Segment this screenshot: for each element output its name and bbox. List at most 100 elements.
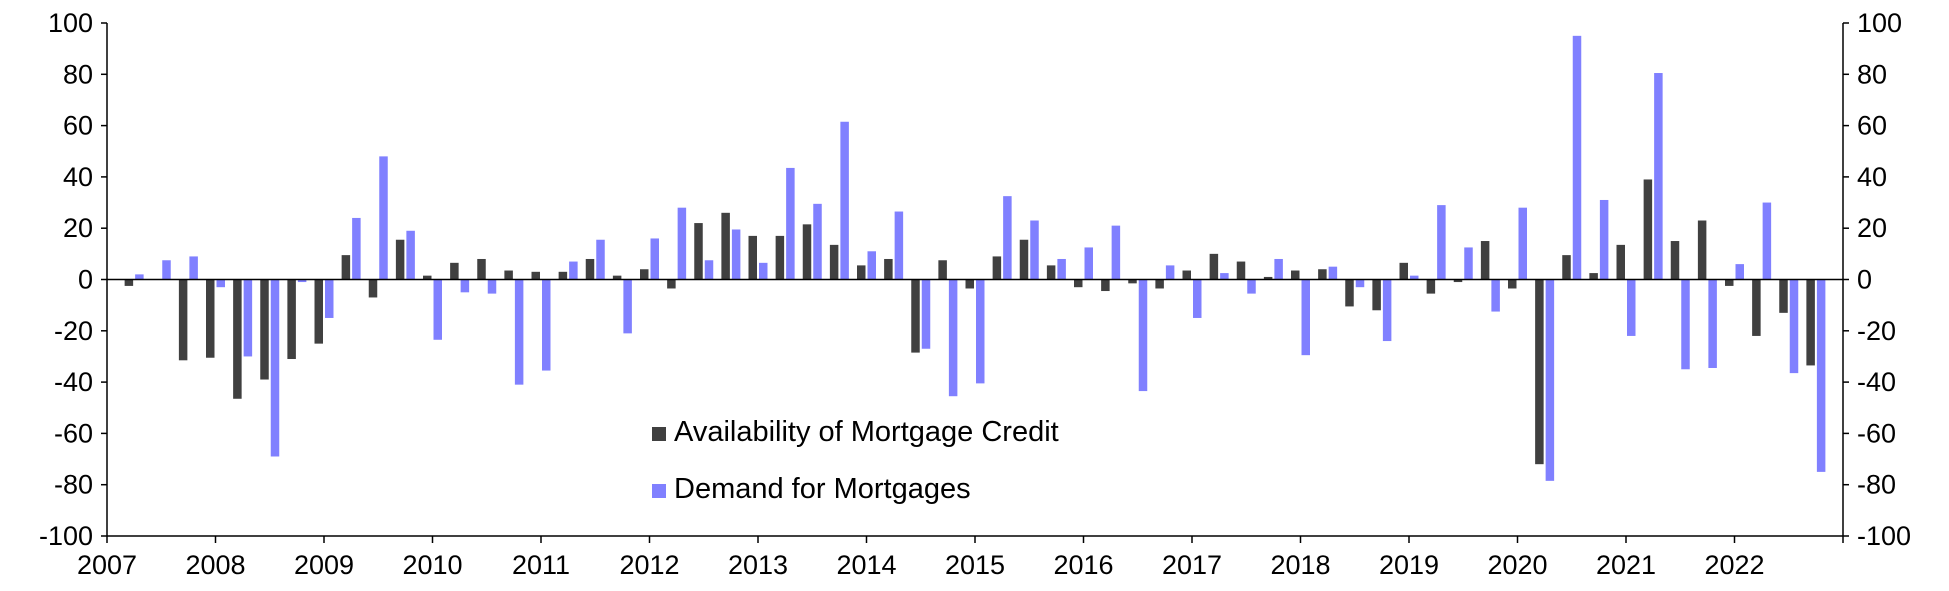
availability-bar [450, 262, 459, 280]
demand-bar [650, 238, 659, 280]
demand-bar [786, 167, 795, 280]
right-y-tick-label: 0 [1857, 265, 1872, 295]
x-tick-label: 2014 [836, 550, 896, 580]
demand-bar [325, 279, 334, 318]
demand-bar [1735, 264, 1744, 280]
demand-bar [1599, 199, 1609, 280]
demand-bar [1111, 225, 1121, 280]
demand-bar [542, 279, 551, 371]
availability-bar [694, 223, 703, 280]
availability-bar [748, 235, 757, 280]
availability-bar [884, 258, 893, 280]
x-tick-label: 2016 [1053, 550, 1113, 580]
demand-bar [840, 121, 849, 280]
demand-bar [1518, 207, 1527, 280]
demand-bar [731, 229, 741, 280]
demand-bar [704, 260, 714, 280]
x-tick-label: 2008 [185, 550, 245, 580]
demand-bar [894, 211, 904, 280]
availability-bar [206, 279, 215, 358]
availability-bar [802, 224, 812, 280]
x-tick-label: 2015 [945, 550, 1005, 580]
demand-bar [1410, 275, 1419, 280]
demand-bar [1816, 279, 1826, 472]
demand-bar [677, 207, 687, 280]
demand-bar [1030, 220, 1039, 280]
availability-bar [1291, 270, 1300, 280]
demand-bar [514, 279, 524, 385]
axes-layer [101, 22, 1849, 543]
availability-bar [1670, 241, 1680, 280]
legend-label-availability: Availability of Mortgage Credit [674, 416, 1059, 448]
x-tick-label: 2021 [1596, 550, 1656, 580]
demand-bar [1084, 247, 1093, 280]
demand-bar [406, 230, 415, 280]
demand-bar [1247, 279, 1256, 294]
demand-bar [1464, 247, 1473, 280]
availability-bar [1345, 279, 1354, 307]
demand-bar [1301, 279, 1310, 356]
availability-bar [1236, 261, 1246, 280]
availability-bar [124, 279, 134, 286]
availability-bar [1155, 279, 1164, 289]
x-tick-label: 2020 [1487, 550, 1547, 580]
availability-bar [721, 212, 730, 280]
availability-bar [531, 271, 540, 280]
demand-bar [1165, 265, 1175, 280]
demand-bar [1193, 279, 1202, 318]
demand-bar [1789, 279, 1799, 374]
right-y-tick-label: 40 [1857, 162, 1887, 192]
x-tick-label: 2011 [512, 550, 570, 580]
x-tick-label: 2009 [294, 550, 354, 580]
availability-bar [667, 279, 676, 289]
left-y-tick-label: 100 [48, 8, 93, 38]
availability-bar [992, 256, 1002, 280]
availability-bar [1725, 279, 1734, 286]
demand-bar [1382, 279, 1392, 342]
availability-bar [1318, 269, 1327, 280]
left-y-tick-label: 0 [78, 265, 93, 295]
demand-bar [243, 279, 253, 357]
availability-bar [1426, 279, 1436, 294]
bars-layer [124, 35, 1826, 481]
demand-bar [813, 203, 822, 280]
x-tick-label: 2019 [1379, 550, 1439, 580]
availability-bar [1535, 279, 1544, 465]
demand-bar [596, 239, 605, 280]
availability-bar [612, 275, 622, 280]
availability-bar [233, 279, 242, 399]
right-y-tick-label: -20 [1857, 316, 1896, 346]
x-tick-label: 2022 [1704, 550, 1764, 580]
demand-bar [867, 251, 876, 280]
availability-bar [1806, 279, 1815, 366]
demand-bar [1220, 273, 1229, 280]
right-y-tick-label: -40 [1857, 367, 1896, 397]
availability-bar [965, 279, 974, 289]
right-y-tick-label: 100 [1857, 8, 1902, 38]
demand-bar [379, 156, 388, 280]
availability-bar [1046, 265, 1056, 280]
demand-bar [162, 260, 171, 280]
demand-bar [1057, 258, 1066, 280]
demand-bar [216, 279, 225, 288]
availability-bar [1101, 279, 1110, 292]
left-y-tick-label: 80 [63, 59, 93, 89]
right-y-tick-label: -80 [1857, 470, 1896, 500]
legend: Availability of Mortgage Credit Demand fo… [652, 416, 1059, 505]
availability-bar [1616, 244, 1625, 280]
x-tick-label: 2012 [619, 550, 679, 580]
demand-bar [270, 279, 280, 457]
demand-bar [1708, 279, 1717, 368]
availability-bar [477, 258, 486, 280]
demand-bar [433, 279, 442, 340]
availability-bar [1779, 279, 1788, 313]
x-tick-label: 2018 [1270, 550, 1330, 580]
demand-bar [189, 256, 198, 280]
availability-bar [857, 265, 866, 280]
demand-bar [1437, 205, 1446, 280]
availability-bar [504, 270, 513, 280]
demand-bar [921, 279, 931, 349]
demand-bar [948, 279, 958, 397]
